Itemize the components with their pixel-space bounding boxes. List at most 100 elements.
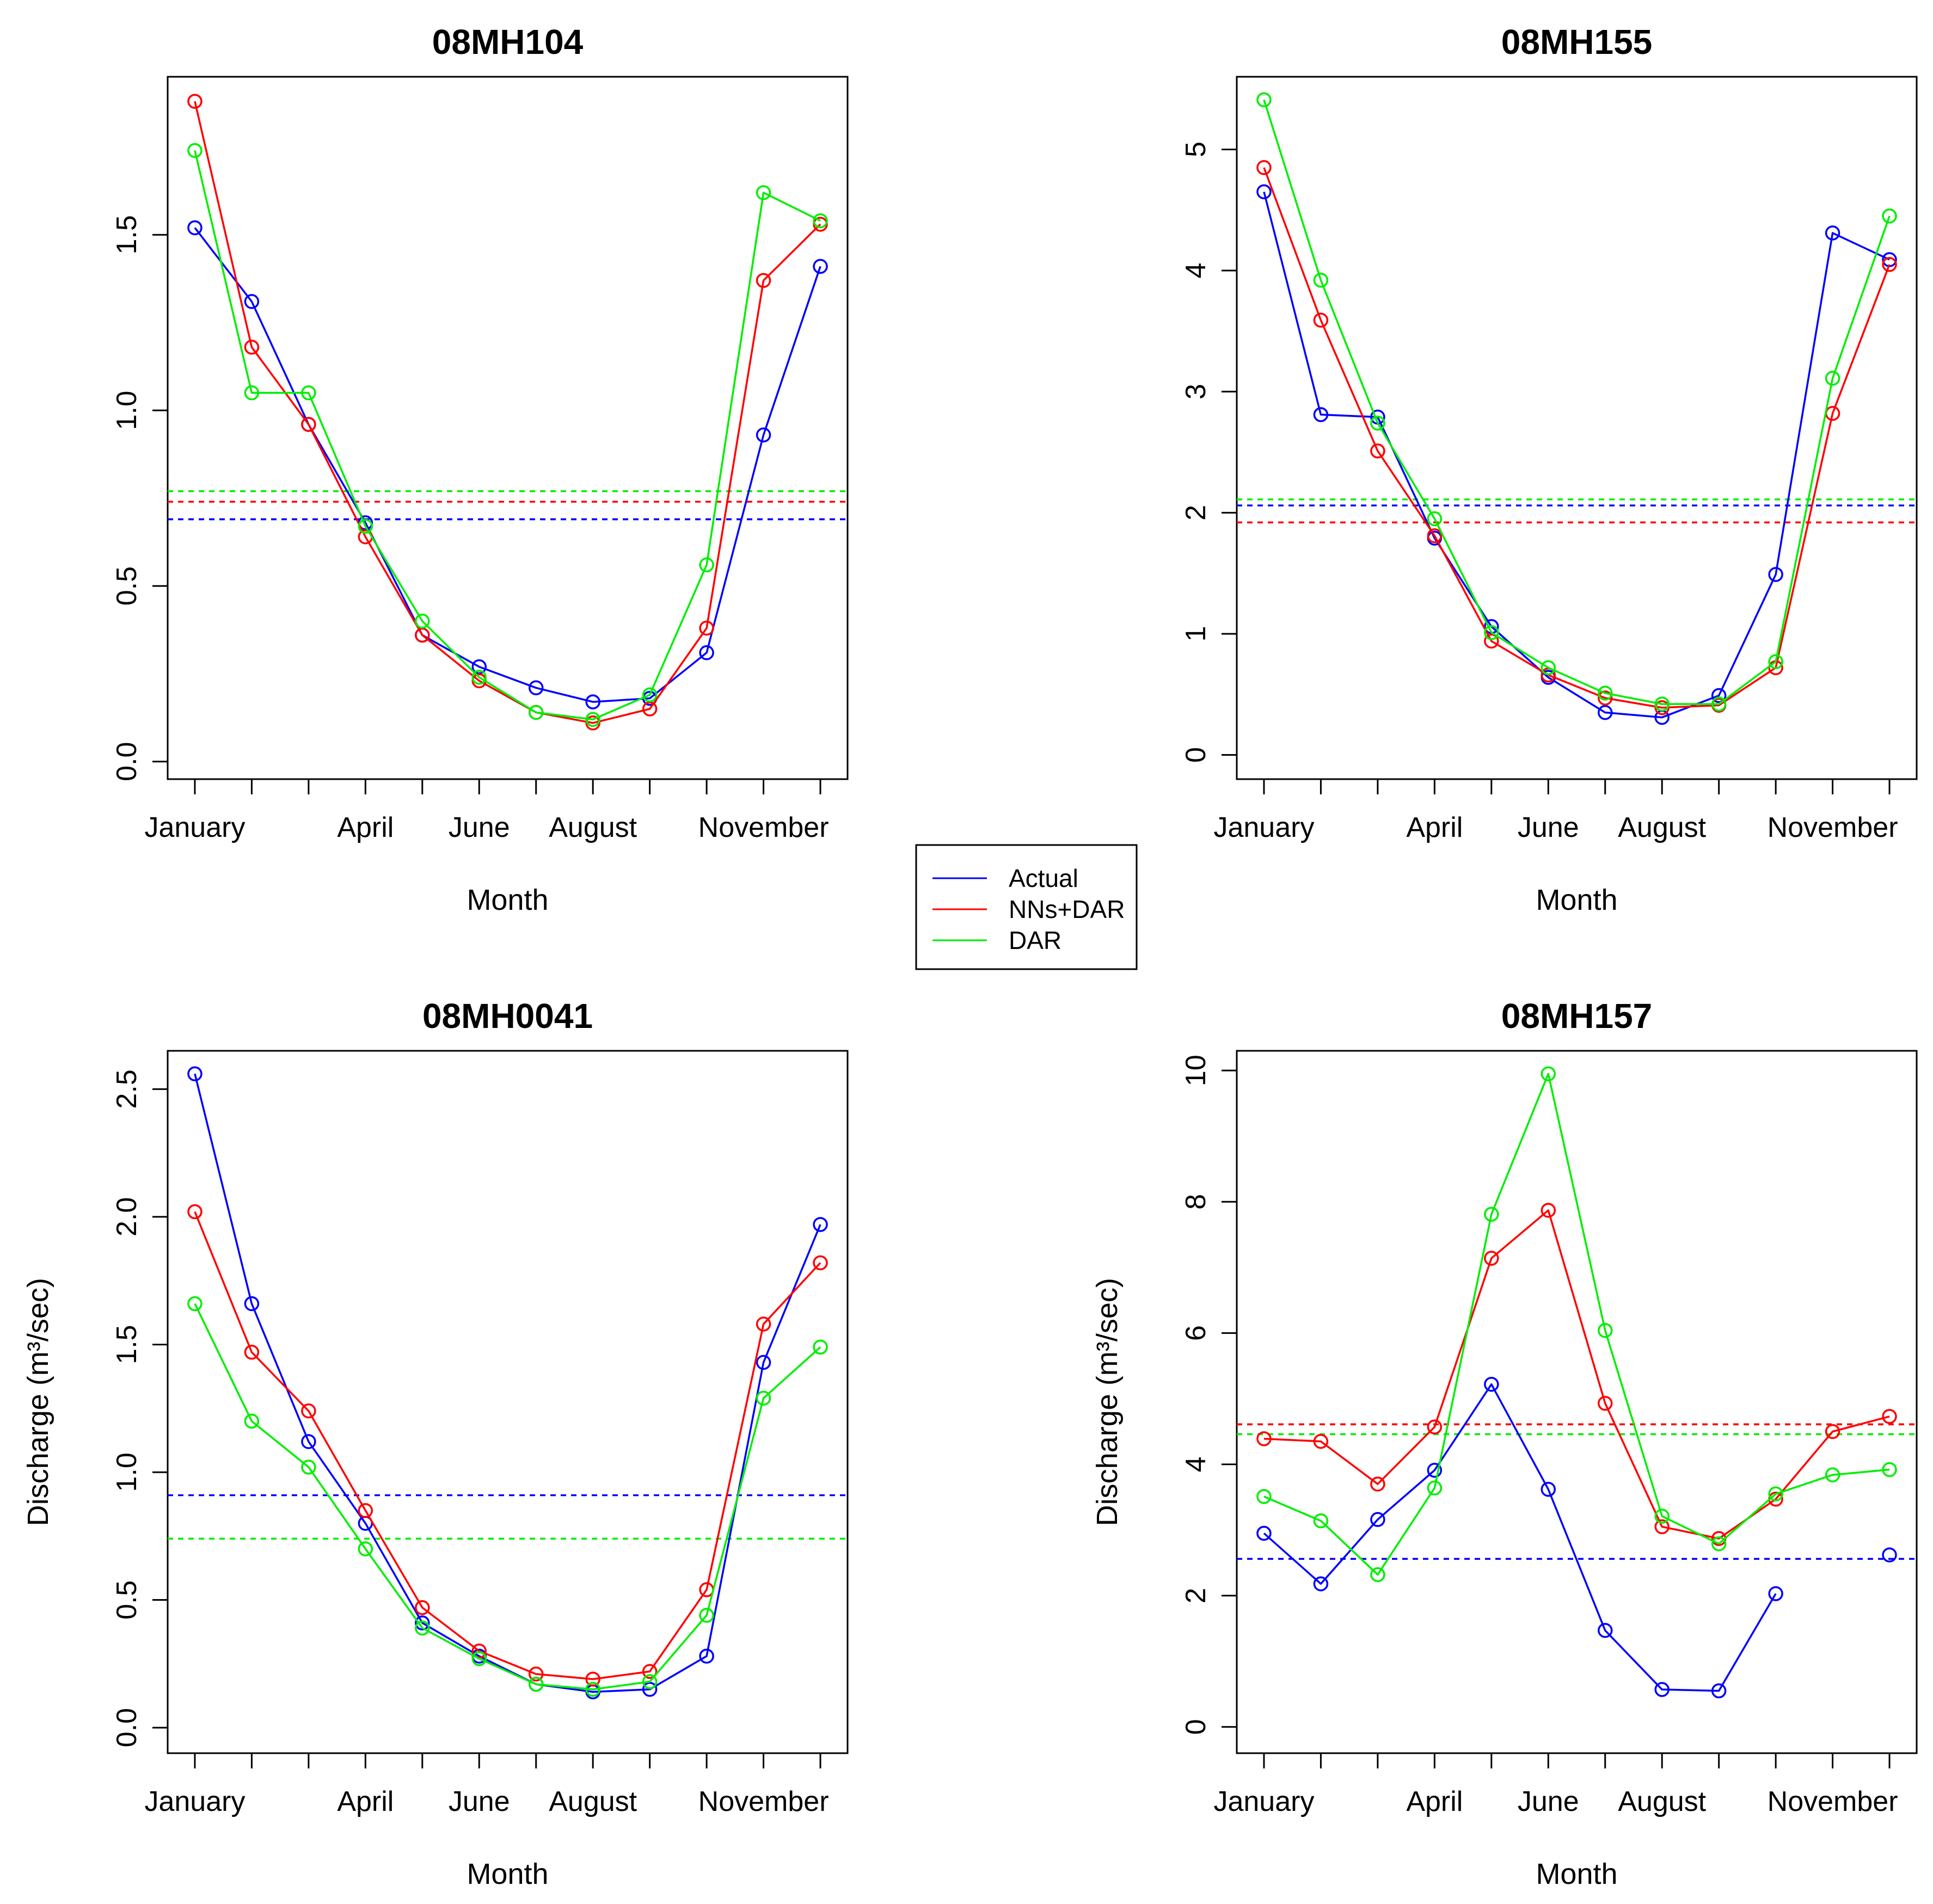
data-point-actual xyxy=(585,694,600,709)
data-point-dar xyxy=(813,213,828,229)
series-actual xyxy=(1256,1376,1897,1699)
data-point-dar xyxy=(699,557,714,573)
x-tick-label-january: January xyxy=(1213,1786,1314,1817)
data-point-dar xyxy=(471,1651,487,1667)
x-tick-label-january: January xyxy=(144,812,245,843)
data-point-nns-dar xyxy=(756,1317,771,1332)
data-point-nns-dar xyxy=(301,417,316,432)
panel-08mh155: 08MH155 January April June August November 0 1 2… xyxy=(1180,22,1918,916)
plot-frame xyxy=(167,1050,849,1754)
x-axis-label: Month xyxy=(467,1858,548,1890)
data-point-dar xyxy=(1597,685,1613,701)
legend: Actual NNs+DAR DAR xyxy=(915,844,1138,970)
x-tick-label-june: June xyxy=(1518,812,1579,843)
data-point-dar xyxy=(244,1413,260,1429)
data-point-actual xyxy=(1484,1376,1499,1392)
y-tick-label: 0.5 xyxy=(111,566,143,605)
data-point-nns-dar xyxy=(1484,1251,1499,1266)
series-dar xyxy=(1256,1066,1897,1582)
x-tick-label-january: January xyxy=(144,1786,245,1817)
data-point-actual xyxy=(1313,407,1329,423)
data-point-actual xyxy=(1768,1586,1783,1601)
data-point-dar xyxy=(1711,1536,1727,1552)
x-tick-label-june: June xyxy=(449,812,510,843)
series-line-nns-dar xyxy=(1263,167,1891,709)
data-point-nns-dar xyxy=(699,620,714,636)
x-axis-label: Month xyxy=(467,884,548,916)
series-line-nns-dar xyxy=(194,101,821,724)
data-point-nns-dar xyxy=(244,1344,260,1360)
data-point-actual xyxy=(1882,1547,1897,1563)
data-point-nns-dar xyxy=(585,1672,600,1687)
x-tick-label-august: August xyxy=(549,1786,637,1817)
y-tick-label: 0.0 xyxy=(111,1708,143,1747)
x-tick-label-november: November xyxy=(1768,1786,1898,1817)
data-point-dar xyxy=(756,1391,771,1406)
chart-title: 08MH104 xyxy=(432,22,584,62)
series-line-dar xyxy=(1263,99,1891,705)
data-point-nns-dar xyxy=(415,1600,430,1615)
data-point-nns-dar xyxy=(1256,160,1272,175)
y-tick-label: 1.5 xyxy=(111,215,143,254)
data-point-actual xyxy=(813,1217,828,1232)
data-point-dar xyxy=(1256,1489,1272,1504)
legend-label-nns-dar: NNs+DAR xyxy=(1009,895,1125,923)
series-dar xyxy=(1256,92,1897,712)
data-point-nns-dar xyxy=(756,273,771,288)
data-point-dar xyxy=(1541,1066,1556,1081)
plot-area xyxy=(168,1066,848,1700)
data-point-actual xyxy=(1597,705,1613,720)
data-point-actual xyxy=(1256,184,1272,200)
data-point-nns-dar xyxy=(471,1643,487,1659)
data-point-dar xyxy=(301,385,316,401)
data-point-actual xyxy=(699,645,714,660)
data-point-nns-dar xyxy=(642,1664,658,1679)
data-point-actual xyxy=(1711,688,1727,703)
x-tick-label-november: November xyxy=(1768,812,1898,843)
y-tick-label: 3 xyxy=(1180,384,1212,400)
data-point-dar xyxy=(1711,696,1727,712)
data-point-nns-dar xyxy=(187,94,202,109)
y-tick-label: 4 xyxy=(1180,1456,1212,1472)
data-point-nns-dar xyxy=(1882,256,1897,272)
data-point-dar xyxy=(642,687,658,702)
data-point-dar xyxy=(1597,1323,1613,1338)
data-point-nns-dar xyxy=(1597,1395,1613,1411)
data-point-dar xyxy=(1882,209,1897,224)
data-point-nns-dar xyxy=(1654,1519,1670,1534)
data-point-dar xyxy=(358,518,373,534)
x-tick-label-november: November xyxy=(698,812,829,843)
y-axis-label: Discharge (m³/sec) xyxy=(22,1278,54,1526)
data-point-actual xyxy=(813,259,828,274)
data-point-dar xyxy=(642,1674,658,1689)
x-tick-label-april: April xyxy=(337,812,394,843)
y-tick-label: 10 xyxy=(1180,1055,1212,1086)
data-point-actual xyxy=(1370,1512,1385,1527)
series-line-dar xyxy=(194,150,821,721)
data-point-actual xyxy=(244,294,260,309)
data-point-dar xyxy=(471,670,487,685)
data-point-dar xyxy=(528,705,544,720)
y-tick-label: 0 xyxy=(1180,1719,1212,1735)
y-tick-label: 1.0 xyxy=(111,391,143,430)
data-point-nns-dar xyxy=(528,1666,544,1682)
data-point-nns-dar xyxy=(1370,443,1385,459)
x-tick-label-june: June xyxy=(1518,1786,1579,1817)
chart-title: 08MH155 xyxy=(1501,22,1653,62)
data-point-actual xyxy=(301,1434,316,1449)
x-tick-label-august: August xyxy=(1618,1786,1706,1817)
data-point-actual xyxy=(415,1615,430,1631)
data-point-nns-dar xyxy=(301,1403,316,1419)
data-point-actual xyxy=(1541,1481,1556,1497)
data-point-nns-dar xyxy=(1541,1203,1556,1218)
data-point-nns-dar xyxy=(1370,1476,1385,1492)
y-axis-label: Discharge (m³/sec) xyxy=(1091,1278,1124,1526)
series-line-nns-dar xyxy=(194,1211,821,1680)
data-point-dar xyxy=(1768,654,1783,670)
legend-label-actual: Actual xyxy=(1009,864,1078,892)
data-point-dar xyxy=(358,1541,373,1557)
data-point-actual xyxy=(1597,1623,1613,1638)
data-point-actual xyxy=(1654,1682,1670,1697)
data-point-actual xyxy=(1711,1683,1727,1699)
